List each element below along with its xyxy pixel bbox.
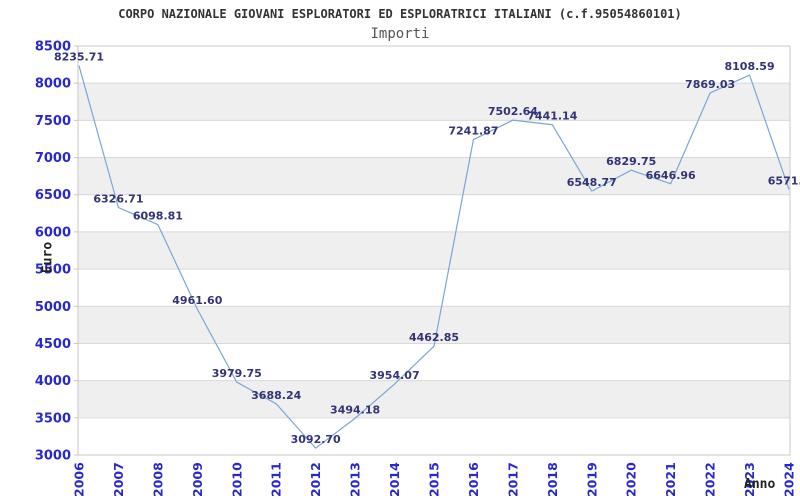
x-tick-label: 2024 — [782, 462, 797, 497]
x-tick-label: 2009 — [190, 462, 205, 497]
plot-band — [78, 380, 790, 418]
x-tick-label: 2022 — [703, 462, 718, 497]
y-tick-label: 5500 — [35, 263, 71, 278]
data-label: 8108.59 — [725, 60, 775, 73]
y-tick-label: 6000 — [35, 225, 71, 240]
data-label: 6548.77 — [567, 176, 617, 189]
x-tick-label: 2007 — [111, 462, 126, 497]
x-tick-label: 2020 — [624, 462, 639, 497]
data-label: 3688.24 — [251, 389, 301, 402]
y-tick-label: 4500 — [35, 337, 71, 352]
x-tick-label: 2012 — [308, 462, 323, 497]
data-label: 7869.03 — [685, 78, 735, 91]
y-tick-label: 7000 — [35, 151, 71, 166]
data-label: 7441.14 — [527, 110, 577, 123]
plot-band — [78, 157, 790, 195]
data-label: 3954.07 — [370, 369, 420, 382]
plot-border — [77, 45, 791, 456]
y-tick-label: 3000 — [35, 449, 71, 464]
x-tick-label: 2021 — [663, 462, 678, 497]
y-tick-label: 8000 — [35, 77, 71, 92]
x-tick-label: 2010 — [229, 462, 244, 497]
x-tick-label: 2023 — [742, 462, 757, 497]
data-label: 6646.96 — [646, 169, 696, 182]
data-label: 6098.81 — [133, 210, 183, 223]
chart-subtitle: Importi — [370, 26, 430, 42]
x-tick-label: 2006 — [72, 462, 87, 497]
x-tick-label: 2014 — [387, 462, 402, 497]
series-line — [78, 65, 790, 449]
x-tick-label: 2015 — [427, 462, 442, 497]
data-label: 3979.75 — [212, 367, 262, 380]
plot-band — [78, 83, 790, 121]
plot-band — [78, 231, 790, 270]
y-tick-label: 5000 — [35, 300, 71, 315]
x-tick-label: 2013 — [348, 462, 363, 497]
data-label: 8235.71 — [54, 51, 104, 64]
x-axis-title: Anno — [744, 477, 776, 492]
data-label: 3092.70 — [291, 433, 341, 446]
data-label: 4961.60 — [172, 294, 222, 307]
data-label: 6326.71 — [93, 193, 143, 206]
y-axis-title: Euro — [40, 241, 56, 274]
y-tick-label: 8500 — [35, 40, 71, 55]
x-tick-label: 2017 — [505, 462, 520, 497]
chart-title: CORPO NAZIONALE GIOVANI ESPLORATORI ED E… — [118, 7, 682, 21]
x-tick-label: 2008 — [150, 462, 165, 497]
y-tick-label: 6500 — [35, 188, 71, 203]
plot-band — [78, 306, 790, 344]
data-label: 4462.85 — [409, 331, 459, 344]
data-label: 6571.3 — [768, 174, 800, 187]
x-tick-label: 2016 — [466, 462, 481, 497]
x-tick-label: 2018 — [545, 462, 560, 497]
data-label: 6829.75 — [606, 155, 656, 168]
x-tick-label: 2011 — [269, 462, 284, 497]
y-tick-label: 7500 — [35, 114, 71, 129]
data-label: 3494.18 — [330, 403, 380, 416]
data-label: 7502.64 — [488, 105, 538, 118]
x-tick-label: 2019 — [584, 462, 599, 497]
y-tick-label: 4000 — [35, 374, 71, 389]
data-label: 7241.87 — [448, 125, 498, 138]
y-tick-label: 3500 — [35, 411, 71, 426]
